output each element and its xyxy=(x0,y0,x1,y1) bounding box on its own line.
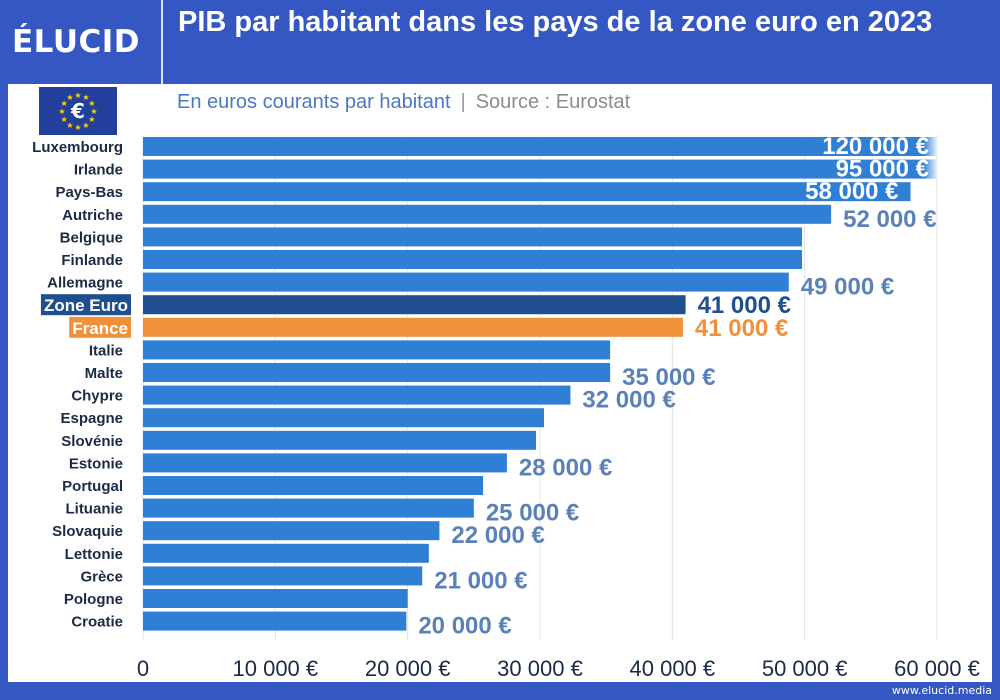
bar-18 xyxy=(143,543,429,563)
svg-text:★: ★ xyxy=(74,91,81,100)
value-label-16: 25 000 € xyxy=(486,500,579,527)
category-label-20: Pologne xyxy=(64,591,123,608)
category-label-10: Malte xyxy=(85,365,123,382)
footer-url: www.elucid.media xyxy=(891,684,992,697)
category-label-2: Pays-Bas xyxy=(55,184,123,201)
x-tick-label-4: 40 000 € xyxy=(630,656,716,681)
category-label-21: Croatie xyxy=(71,614,123,631)
svg-text:★: ★ xyxy=(82,93,89,102)
svg-text:€: € xyxy=(70,99,85,123)
category-label-8: France xyxy=(72,319,128,338)
bar-2 xyxy=(143,182,911,202)
x-tick-label-5: 50 000 € xyxy=(762,656,848,681)
value-label-6: 49 000 € xyxy=(801,274,894,301)
svg-text:★: ★ xyxy=(61,115,68,124)
category-label-bg-8 xyxy=(69,316,131,338)
svg-text:★: ★ xyxy=(61,99,68,108)
x-tick-label-1: 10 000 € xyxy=(233,656,319,681)
clip-fade-1 xyxy=(923,159,937,179)
bar-0 xyxy=(143,137,937,156)
elucid-logo: ÉLUCID xyxy=(12,24,141,60)
x-tick-label-0: 0 xyxy=(137,656,149,681)
svg-text:★: ★ xyxy=(66,121,73,130)
value-label-1: 95 000 € xyxy=(836,156,929,183)
chart-title: PIB par habitant dans les pays de la zon… xyxy=(178,6,933,38)
bar-4 xyxy=(143,227,803,247)
bar-9 xyxy=(143,340,611,360)
category-label-11: Chypre xyxy=(71,388,123,405)
bar-19 xyxy=(143,566,423,586)
bar-1 xyxy=(143,159,937,179)
category-label-1: Irlande xyxy=(74,162,123,179)
bar-14 xyxy=(143,453,507,473)
category-label-19: Grèce xyxy=(80,568,123,585)
bar-13 xyxy=(143,430,537,450)
value-label-0: 120 000 € xyxy=(822,133,929,160)
category-label-17: Slovaquie xyxy=(52,523,123,540)
bar-11 xyxy=(143,385,571,405)
category-label-14: Estonie xyxy=(69,455,123,472)
svg-text:★: ★ xyxy=(74,123,81,132)
category-label-bg-7 xyxy=(40,294,131,316)
category-label-16: Lituanie xyxy=(65,501,123,518)
header-bar: ÉLUCID PIB par habitant dans les pays de… xyxy=(0,0,1000,84)
svg-text:★: ★ xyxy=(58,107,65,116)
bar-21 xyxy=(143,611,407,631)
category-label-13: Slovénie xyxy=(61,433,123,450)
svg-text:★: ★ xyxy=(88,115,95,124)
svg-text:★: ★ xyxy=(82,121,89,130)
bar-20 xyxy=(143,589,408,608)
value-label-14: 28 000 € xyxy=(519,454,612,481)
x-tick-label-2: 20 000 € xyxy=(365,656,451,681)
bar-12 xyxy=(143,408,544,428)
bar-15 xyxy=(143,476,484,495)
value-label-10: 35 000 € xyxy=(622,364,715,391)
category-label-9: Italie xyxy=(89,342,123,359)
value-label-8: 41 000 € xyxy=(695,315,788,342)
svg-text:★: ★ xyxy=(90,107,97,116)
bar-17 xyxy=(143,521,440,541)
category-label-5: Finlande xyxy=(61,252,123,269)
category-label-0: Luxembourg xyxy=(32,139,123,156)
category-label-7: Zone Euro xyxy=(44,296,128,315)
value-label-2: 58 000 € xyxy=(805,178,898,205)
bar-10 xyxy=(143,363,611,382)
category-label-12: Espagne xyxy=(60,410,123,427)
value-label-7: 41 000 € xyxy=(698,292,791,319)
bar-3 xyxy=(143,204,832,224)
bar-7 xyxy=(143,295,686,315)
bar-6 xyxy=(143,272,789,292)
chart-source: Source : Eurostat xyxy=(475,91,631,113)
svg-text:★: ★ xyxy=(66,93,73,102)
category-label-15: Portugal xyxy=(62,478,123,495)
value-label-17: 22 000 € xyxy=(451,522,544,549)
bar-5 xyxy=(143,250,803,269)
category-label-4: Belgique xyxy=(60,229,123,246)
header-divider xyxy=(161,0,163,84)
chart-subtitle-line: En euros courants par habitant | Source : … xyxy=(177,89,630,115)
category-label-6: Allemagne xyxy=(47,275,123,292)
chart-subtitle: En euros courants par habitant xyxy=(177,91,451,113)
category-label-3: Autriche xyxy=(62,207,123,224)
value-label-21: 20 000 € xyxy=(418,613,511,640)
svg-text:★: ★ xyxy=(88,99,95,108)
clip-fade-0 xyxy=(923,137,937,156)
bar-8 xyxy=(143,317,683,337)
eu-flag-icon: ★★★★★★★★★ ★ ★★ € xyxy=(39,87,117,135)
value-label-3: 52 000 € xyxy=(843,206,936,233)
value-label-11: 32 000 € xyxy=(582,387,675,414)
value-label-19: 21 000 € xyxy=(434,567,527,594)
x-tick-label-3: 30 000 € xyxy=(497,656,583,681)
x-tick-label-6: 60 000 € xyxy=(894,656,980,681)
subtitle-separator: | xyxy=(460,91,466,113)
category-label-18: Lettonie xyxy=(65,546,123,563)
bar-16 xyxy=(143,498,474,518)
